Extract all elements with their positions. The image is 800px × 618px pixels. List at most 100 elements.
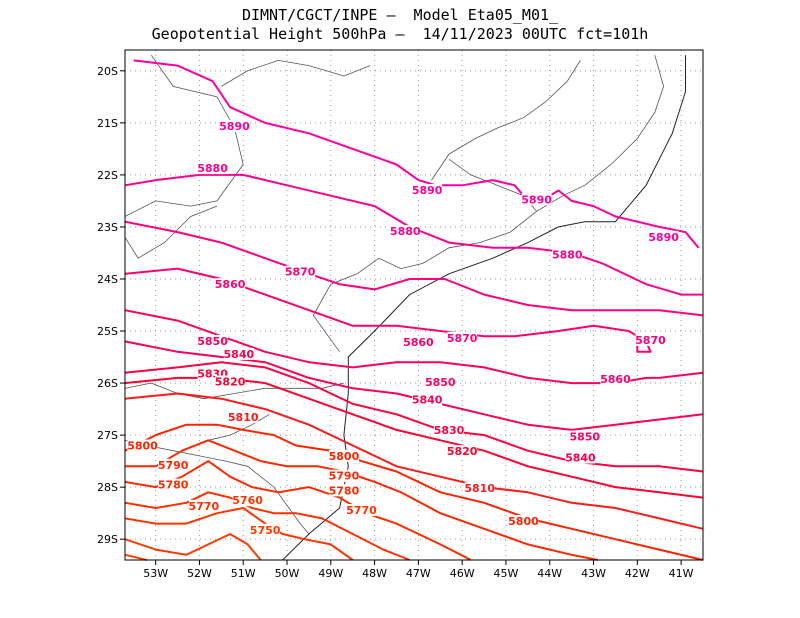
contour-label-bg — [127, 439, 158, 452]
map-grid — [125, 50, 703, 560]
contour-label-bg — [228, 410, 259, 423]
contour-label-bg — [565, 451, 596, 464]
contour-label-bg — [188, 499, 219, 512]
contour-label: 5770 — [189, 500, 220, 513]
contour-label: 5820 — [447, 445, 478, 458]
contour-5890 — [133, 59, 419, 181]
contour-label: 5790 — [329, 470, 360, 483]
contour-5780 — [124, 460, 472, 561]
contour-label: 5760 — [232, 494, 263, 507]
contour-label-bg — [521, 193, 552, 206]
contour-label-bg — [328, 484, 359, 497]
lat-tick-label: 23S — [97, 221, 118, 234]
contour-label: 5870 — [447, 332, 478, 345]
contour-5830 — [124, 361, 704, 473]
contour-labels: 5890 5890 5890 5890 5880 5880 5880 5870 5870 5870… — [127, 119, 679, 537]
coastline — [282, 55, 686, 561]
contour-label-bg — [197, 334, 228, 347]
contour-label: 5780 — [329, 484, 360, 497]
contour-5760 — [124, 507, 354, 561]
contour-label: 5840 — [565, 451, 596, 464]
contour-label-bg — [197, 162, 228, 175]
contour-label: 5800 — [329, 450, 360, 463]
lat-tick-label: 22S — [97, 169, 118, 182]
contour-label: 5850 — [425, 376, 456, 389]
lat-tick-label: 28S — [97, 481, 118, 494]
contour-label: 5750 — [250, 524, 281, 537]
contour-label-bg — [219, 119, 250, 132]
lon-tick-label: 46W — [450, 567, 475, 580]
contour-label: 5840 — [224, 348, 255, 361]
lon-tick-label: 44W — [537, 567, 562, 580]
contour-5850 — [124, 309, 704, 385]
contour-label-bg — [412, 183, 443, 196]
contour-5790 — [125, 439, 599, 561]
lon-tick-label: 42W — [625, 567, 650, 580]
lon-tick-label: 53W — [143, 567, 168, 580]
contour-label-bg — [158, 478, 189, 491]
contour-label-bg — [447, 445, 478, 458]
contour-label-bg — [346, 504, 377, 517]
contour-label-bg — [328, 469, 359, 482]
contour-label-bg — [328, 449, 359, 462]
contour-label-bg — [635, 333, 666, 346]
lon-tick-label: 48W — [362, 567, 387, 580]
lat-tick-label: 26S — [97, 377, 118, 390]
lat-tick-label: 24S — [97, 273, 118, 286]
contour-label: 5800 — [508, 515, 539, 528]
contour-label-bg — [412, 393, 443, 406]
contour-label: 5840 — [412, 394, 443, 407]
contour-label-bg — [464, 482, 495, 495]
contour-label-bg — [390, 225, 421, 238]
contour-label: 5890 — [648, 231, 679, 244]
coastline-path — [282, 55, 686, 561]
contour-label: 5880 — [197, 162, 228, 175]
lon-tick-label: 51W — [231, 567, 256, 580]
lat-tick-label: 21S — [97, 117, 118, 130]
contour-label: 5770 — [346, 504, 377, 517]
contour-label-bg — [648, 230, 679, 243]
lat-tick-label: 25S — [97, 325, 118, 338]
lon-tick-label: 41W — [669, 567, 694, 580]
contour-label: 5820 — [215, 376, 246, 389]
contour-label: 5880 — [552, 249, 583, 262]
lat-tick-label: 20S — [97, 65, 118, 78]
contour-label-bg — [403, 335, 434, 348]
contour-5770 — [124, 491, 410, 561]
contour-5800 — [124, 423, 704, 561]
contour-label: 5790 — [158, 459, 189, 472]
longitude-axis: 53W 52W 51W 50W 49W 48W 47W 46W 45W 44W 43W 42W 41W — [143, 560, 694, 580]
contour-label-bg — [508, 514, 539, 527]
contour-label: 5890 — [412, 184, 443, 197]
contour-label-bg — [158, 458, 189, 471]
contour-label-bg — [569, 430, 600, 443]
contour-5880 — [124, 173, 703, 296]
latitude-axis: 20S 21S 22S 23S 24S 25S 26S 27S 28S 29S — [97, 65, 125, 546]
contour-label: 5860 — [403, 336, 434, 349]
contour-label-bg — [232, 494, 263, 507]
contour-label-bg — [434, 423, 465, 436]
contour-lines — [124, 59, 704, 561]
contour-label-bg — [215, 375, 246, 388]
contour-label: 5880 — [390, 225, 421, 238]
map-title-line1: DIMNT/CGCT/INPE — Model Eta05_M01_ — [241, 6, 559, 24]
lon-tick-label: 45W — [494, 567, 519, 580]
contour-label: 5870 — [635, 334, 666, 347]
contour-5870 — [124, 220, 704, 317]
map-title-line2: Geopotential Height 500hPa — 14/11/2023 … — [151, 25, 649, 43]
lat-tick-label: 27S — [97, 429, 118, 442]
border-line — [312, 158, 538, 353]
lon-tick-label: 52W — [187, 567, 212, 580]
contour-5810 — [124, 392, 704, 530]
contour-label-bg — [215, 278, 246, 291]
contour-label: 5860 — [215, 278, 246, 291]
contour-5740 — [124, 553, 148, 561]
contour-label: 5890 — [521, 193, 552, 206]
contour-label-bg — [285, 265, 316, 278]
border-line — [536, 55, 665, 212]
contour-label-bg — [250, 523, 281, 536]
border-line — [124, 382, 344, 400]
lon-tick-label: 47W — [406, 567, 431, 580]
contour-5750 — [124, 533, 262, 561]
